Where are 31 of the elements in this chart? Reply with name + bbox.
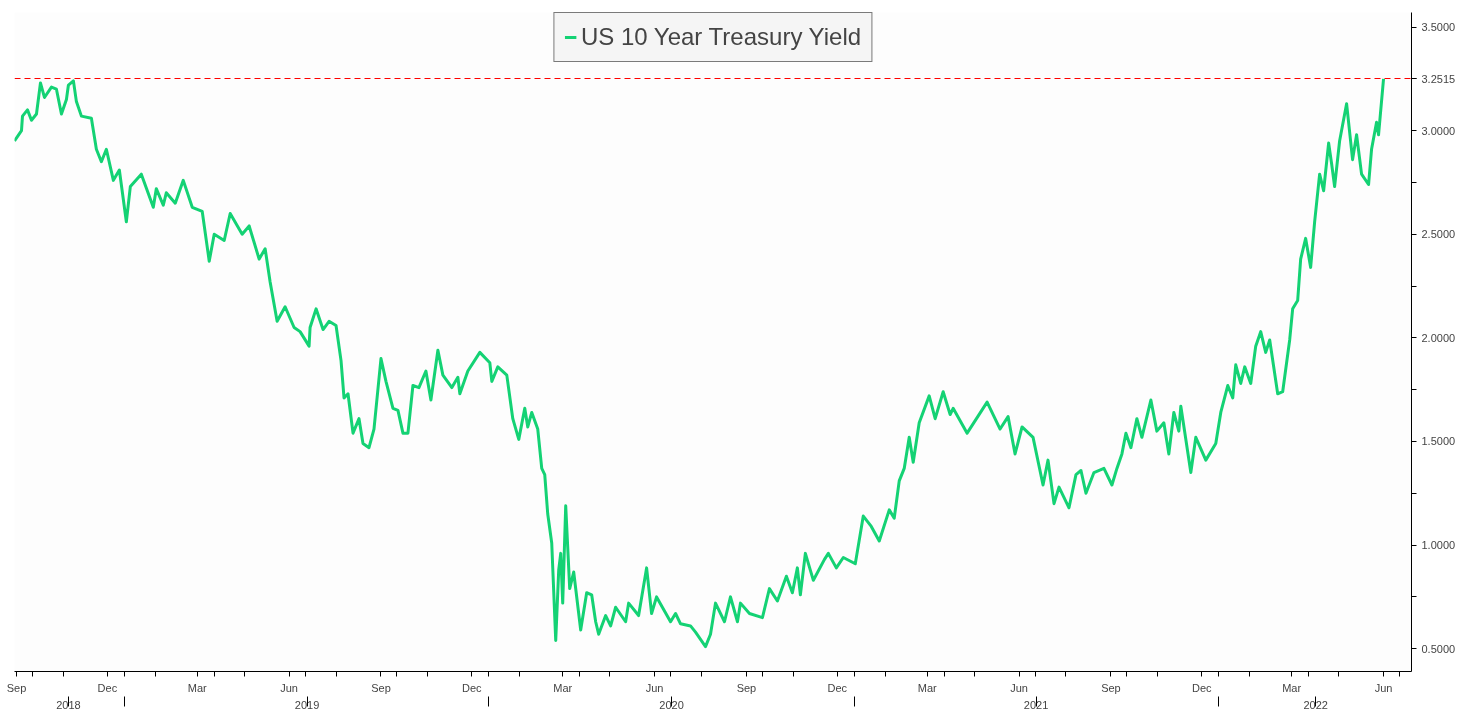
y-tick-label: 0.5000: [1421, 642, 1456, 655]
x-tick-label: Sep: [736, 681, 757, 694]
ref-line-label: 3.2515: [1421, 72, 1456, 85]
x-tick-label: Mar: [917, 681, 937, 694]
y-tick-label: 1.5000: [1421, 435, 1456, 448]
x2-tick-label: 2020: [659, 698, 684, 711]
x2-tick-label: 2022: [1303, 698, 1328, 711]
line-series: [14, 77, 1386, 649]
x2-tick-label: 2018: [56, 698, 81, 711]
y-tick-label: 3.0000: [1421, 124, 1456, 137]
x-tick-label: Jun: [280, 681, 298, 694]
x-tick-label: Dec: [1192, 681, 1213, 694]
x-tick-label: Dec: [462, 681, 483, 694]
x-tick-label: Mar: [187, 681, 208, 694]
x-tick-label: Jun: [1374, 681, 1393, 694]
x-tick-label: Mar: [553, 681, 573, 694]
x-tick-label: Dec: [827, 681, 848, 694]
x-tick-label: Sep: [371, 681, 391, 694]
x-tick-label: Sep: [1101, 681, 1121, 694]
y-tick-label: 2.5000: [1421, 228, 1456, 241]
x-tick-label: Mar: [1282, 681, 1302, 694]
x2-tick-label: 2019: [294, 698, 320, 711]
legend-label: US 10 Year Treasury Yield: [580, 23, 862, 51]
x-tick-label: Jun: [1010, 681, 1028, 694]
y-tick-label: 3.5000: [1421, 21, 1456, 34]
x2-tick-label: 2021: [1023, 698, 1049, 711]
x-tick-label: Dec: [97, 681, 118, 694]
y-tick-label: 2.0000: [1421, 331, 1456, 344]
x-tick-label: Jun: [645, 681, 664, 694]
y-tick-label: 1.0000: [1421, 539, 1456, 552]
x-tick-label: Sep: [6, 681, 27, 694]
